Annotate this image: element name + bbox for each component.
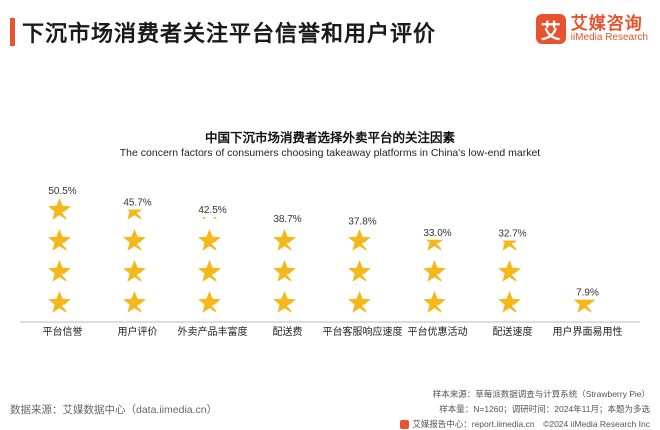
check-icon [287, 237, 302, 250]
pictograph-chart: 50.5% 平台信誉 45.7% 用户评价 42.5% 外卖产品丰富度 38.7% 配送费 37… [20, 186, 640, 338]
star-icon [273, 260, 296, 282]
star-icon [426, 239, 443, 251]
star-icon [573, 260, 596, 282]
check-icon [437, 268, 452, 281]
category-label: 用户界面易用性 [553, 325, 623, 338]
check-icon [62, 237, 77, 250]
report-center-text: 艾媒报告中心：report.iimedia.cn ©2024 iiMedia R… [412, 419, 650, 429]
report-icon [400, 419, 410, 429]
value-label: 50.5% [48, 186, 76, 197]
check-icon [137, 209, 151, 219]
star-icon [573, 198, 596, 220]
star-icon [198, 229, 221, 251]
category-label: 配送速度 [493, 325, 533, 338]
check-icon [287, 299, 302, 312]
star-icon [198, 260, 221, 282]
check-icon [62, 299, 77, 312]
title-accent-bar [10, 18, 15, 46]
category-label: 配送费 [273, 325, 303, 338]
star-icon [348, 291, 371, 313]
star-column: 37.8% 平台客服响应速度 [323, 216, 403, 338]
check-icon [137, 237, 152, 250]
check-icon [212, 237, 227, 250]
check-icon [137, 299, 152, 312]
star-icon [48, 198, 71, 220]
sample-source: 样本来源：草莓派数据调查与计算系统（Strawberry Pie） [432, 389, 650, 399]
star-icon [48, 229, 71, 251]
star-icon [348, 260, 371, 282]
check-icon [137, 268, 152, 281]
logo-name-cn: 艾媒咨询 [570, 13, 643, 33]
star-icon [123, 229, 146, 251]
check-icon [212, 299, 227, 312]
check-icon [512, 268, 527, 281]
check-icon [514, 208, 526, 217]
star-column: 42.5% 外卖产品丰富度 [178, 205, 248, 338]
check-icon [212, 268, 227, 281]
value-label: 37.8% [348, 216, 376, 227]
star-column: 38.7% 配送费 [273, 214, 303, 338]
category-label: 用户评价 [118, 325, 158, 338]
data-source: 数据来源：艾媒数据中心（data.iimedia.cn） [10, 404, 218, 416]
brand-logo: 艾 艾媒咨询 iiMedia Research [535, 13, 648, 44]
check-icon [512, 240, 526, 250]
star-icon [123, 291, 146, 313]
star-icon [498, 260, 521, 282]
value-label: 7.9% [576, 288, 599, 299]
star-icon [423, 198, 446, 220]
logo-name-en: iiMedia Research [570, 31, 648, 43]
star-column: 33.0% 平台优惠活动 [408, 198, 468, 338]
check-icon [589, 270, 601, 279]
star-icon [273, 229, 296, 251]
star-column: 50.5% 平台信誉 [43, 186, 83, 338]
check-icon [589, 239, 601, 248]
value-label: 32.7% [498, 229, 526, 240]
check-icon [512, 299, 527, 312]
category-label: 外卖产品丰富度 [178, 325, 248, 338]
logo-mark: 艾 [535, 14, 566, 44]
star-icon [48, 291, 71, 313]
check-icon [287, 268, 302, 281]
star-icon [348, 229, 371, 251]
star-icon [423, 291, 446, 313]
check-icon [589, 208, 601, 217]
check-icon [62, 206, 77, 219]
category-label: 平台信誉 [43, 325, 83, 338]
check-icon [62, 268, 77, 281]
star-icon [423, 260, 446, 282]
star-icon [273, 291, 296, 313]
star-column: 7.9% 用户界面易用性 [553, 198, 623, 338]
star-column: 45.7% 用户评价 [118, 198, 158, 338]
check-icon [362, 268, 377, 281]
star-icon [198, 291, 221, 313]
star-icon [573, 229, 596, 251]
value-label: 33.0% [423, 228, 451, 239]
star-column: 32.7% 配送速度 [493, 198, 533, 338]
check-icon [587, 299, 602, 312]
page-title: 下沉市场消费者关注平台信誉和用户评价 [22, 21, 437, 46]
check-icon [362, 237, 377, 250]
star-icon [48, 260, 71, 282]
category-label: 平台优惠活动 [408, 325, 468, 338]
chart-title: 中国下沉市场消费者选择外卖平台的关注因素 [204, 131, 455, 145]
check-icon [437, 239, 452, 250]
star-icon [498, 291, 521, 313]
check-icon [437, 299, 452, 312]
value-label: 42.5% [198, 205, 226, 216]
report-center: 艾媒报告中心：report.iimedia.cn ©2024 iiMedia R… [400, 418, 650, 430]
check-icon [439, 208, 451, 217]
sample-info: 样本量：N=1260；调研时间：2024年11月；本题为多选 [439, 404, 650, 414]
category-label: 平台客服响应速度 [323, 325, 403, 338]
star-icon [123, 260, 146, 282]
check-icon [362, 299, 377, 312]
chart-subtitle: The concern factors of consumers choosin… [119, 147, 541, 159]
star-icon [498, 198, 521, 220]
star-icon [573, 299, 596, 313]
value-label: 45.7% [123, 198, 151, 209]
value-label: 38.7% [273, 214, 301, 225]
star-icon [202, 217, 217, 220]
